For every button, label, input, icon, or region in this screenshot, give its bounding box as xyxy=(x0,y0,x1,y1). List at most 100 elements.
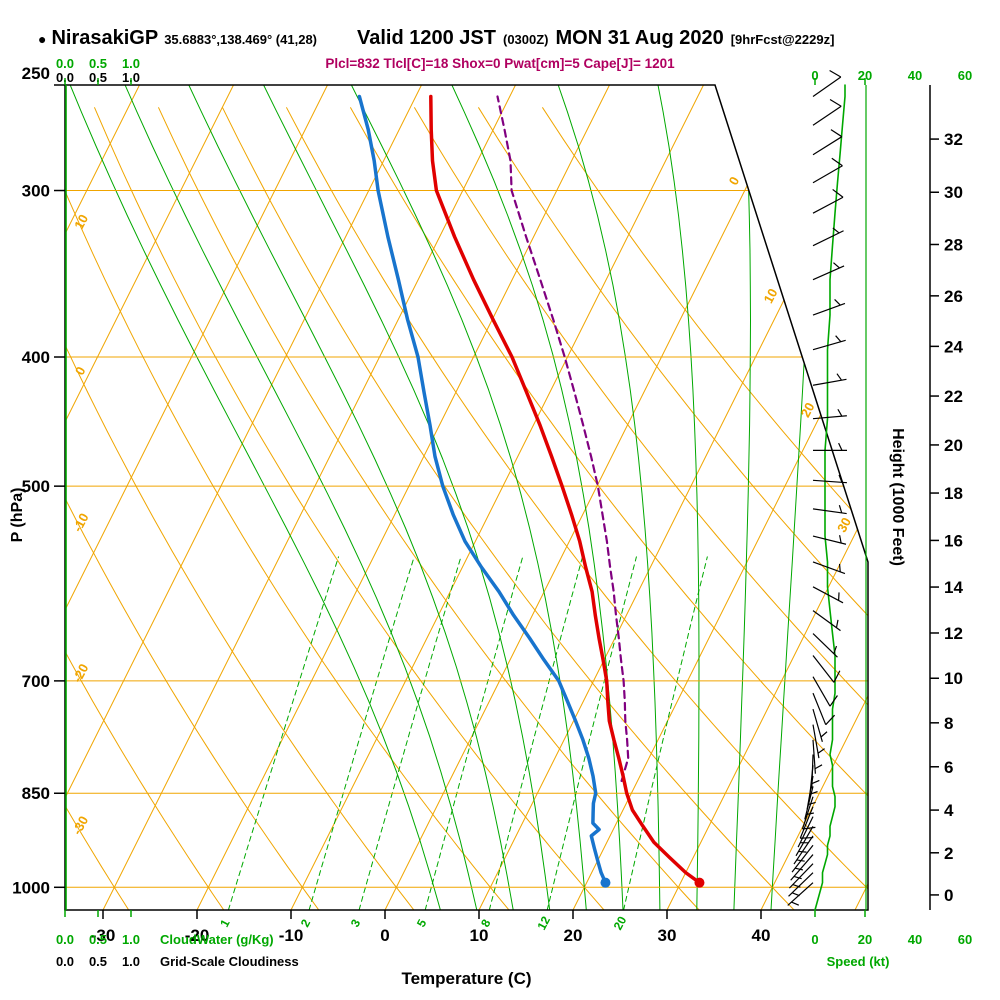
svg-text:1: 1 xyxy=(217,917,233,930)
grid-lines xyxy=(65,85,868,910)
wind-barb xyxy=(813,442,847,451)
wind-barb xyxy=(812,299,846,316)
svg-text:1.0: 1.0 xyxy=(122,56,140,71)
wind-barb xyxy=(812,408,847,420)
svg-text:30: 30 xyxy=(944,183,963,202)
svg-text:60: 60 xyxy=(958,68,972,83)
svg-text:8: 8 xyxy=(944,714,953,733)
svg-text:40: 40 xyxy=(908,932,922,947)
wind-barb xyxy=(812,99,842,126)
svg-text:12: 12 xyxy=(534,914,553,933)
wind-barb xyxy=(790,854,814,881)
wind-barb xyxy=(812,692,836,726)
wind-barb xyxy=(812,535,847,545)
parcel-ascent-curve xyxy=(496,95,630,783)
svg-text:10: 10 xyxy=(71,212,91,232)
wind-barb xyxy=(812,188,844,214)
svg-text:28: 28 xyxy=(944,235,963,254)
svg-text:1.0: 1.0 xyxy=(122,954,140,969)
svg-text:0.5: 0.5 xyxy=(89,56,107,71)
svg-text:500: 500 xyxy=(22,477,50,496)
svg-text:12: 12 xyxy=(944,624,963,643)
svg-text:300: 300 xyxy=(22,182,50,201)
svg-text:20: 20 xyxy=(944,436,963,455)
svg-text:32: 32 xyxy=(944,130,963,149)
svg-text:0.0: 0.0 xyxy=(56,954,74,969)
svg-text:1.0: 1.0 xyxy=(122,932,140,947)
svg-text:10: 10 xyxy=(944,669,963,688)
wind-barb xyxy=(795,826,814,857)
wind-barb xyxy=(793,835,814,865)
surface-dewpoint-dot xyxy=(600,877,611,888)
svg-text:5: 5 xyxy=(414,917,430,930)
svg-text:26: 26 xyxy=(944,287,963,306)
wind-barb xyxy=(812,129,843,156)
wind-barbs xyxy=(787,69,847,906)
svg-text:1.0: 1.0 xyxy=(122,70,140,85)
svg-text:0: 0 xyxy=(944,886,953,905)
wind-barb xyxy=(812,474,847,484)
svg-text:60: 60 xyxy=(958,932,972,947)
wind-barb xyxy=(791,844,814,873)
svg-text:14: 14 xyxy=(944,578,963,597)
cloudwater-legend: CloudWater (g/Kg) xyxy=(160,932,274,947)
wind-barb xyxy=(812,69,842,97)
station-bullet-icon: ● xyxy=(38,31,47,47)
temperature-curve xyxy=(429,94,702,885)
svg-text:20: 20 xyxy=(858,68,872,83)
svg-text:18: 18 xyxy=(944,484,963,503)
svg-text:0: 0 xyxy=(811,932,818,947)
svg-text:0: 0 xyxy=(380,926,389,945)
svg-text:10: 10 xyxy=(761,286,781,306)
svg-text:3: 3 xyxy=(348,917,364,930)
svg-text:0.0: 0.0 xyxy=(56,932,74,947)
surface-temperature-dot xyxy=(694,877,705,888)
svg-text:700: 700 xyxy=(22,672,50,691)
valid-time-utc: (0300Z) xyxy=(502,32,549,47)
chart-header: ● NirasakiGP 35.6883°,138.469° (41,28) V… xyxy=(38,27,988,50)
svg-text:-10: -10 xyxy=(279,926,304,945)
svg-text:0.5: 0.5 xyxy=(89,954,107,969)
svg-text:-30: -30 xyxy=(69,814,91,838)
svg-text:6: 6 xyxy=(944,758,953,777)
svg-text:2: 2 xyxy=(944,844,953,863)
wind-barb xyxy=(812,739,823,774)
wind-barb xyxy=(812,724,825,759)
wind-barb xyxy=(812,227,844,247)
station-name: NirasakiGP xyxy=(51,27,159,49)
wind-barb xyxy=(812,676,838,707)
svg-text:400: 400 xyxy=(22,348,50,367)
svg-text:0: 0 xyxy=(811,68,818,83)
svg-text:4: 4 xyxy=(944,801,954,820)
svg-text:40: 40 xyxy=(752,926,771,945)
wind-barb xyxy=(812,335,846,351)
dewpoint-curve xyxy=(357,94,608,885)
stability-indices: Plcl=832 Tlcl[C]=18 Shox=0 Pwat[cm]=5 Ca… xyxy=(325,56,675,71)
forecast-tag: [9hrFcst@2229z] xyxy=(730,32,835,47)
station-coordinates: 35.6883°,138.469° (41,28) xyxy=(164,32,317,47)
wind-barb xyxy=(812,561,846,575)
wind-barb xyxy=(787,882,814,906)
wind-barb xyxy=(812,262,845,281)
svg-text:850: 850 xyxy=(22,784,50,803)
svg-text:30: 30 xyxy=(658,926,677,945)
wind-barb xyxy=(812,633,838,658)
svg-text:0: 0 xyxy=(726,174,743,187)
wind-barb xyxy=(797,816,814,848)
svg-text:0.5: 0.5 xyxy=(89,932,107,947)
svg-text:20: 20 xyxy=(858,932,872,947)
svg-text:20: 20 xyxy=(611,914,630,933)
svg-text:20: 20 xyxy=(564,926,583,945)
valid-date: MON 31 Aug 2020 xyxy=(555,27,724,49)
temperature-axis-title: Temperature (C) xyxy=(401,969,531,988)
svg-text:10: 10 xyxy=(470,926,489,945)
svg-text:22: 22 xyxy=(944,387,963,406)
height-axis-title: Height (1000 Feet) xyxy=(889,428,906,566)
wind-barb xyxy=(812,655,841,683)
speed-axis-title: Speed (kt) xyxy=(827,954,890,969)
wind-barb xyxy=(812,586,844,604)
svg-text:250: 250 xyxy=(22,64,50,83)
